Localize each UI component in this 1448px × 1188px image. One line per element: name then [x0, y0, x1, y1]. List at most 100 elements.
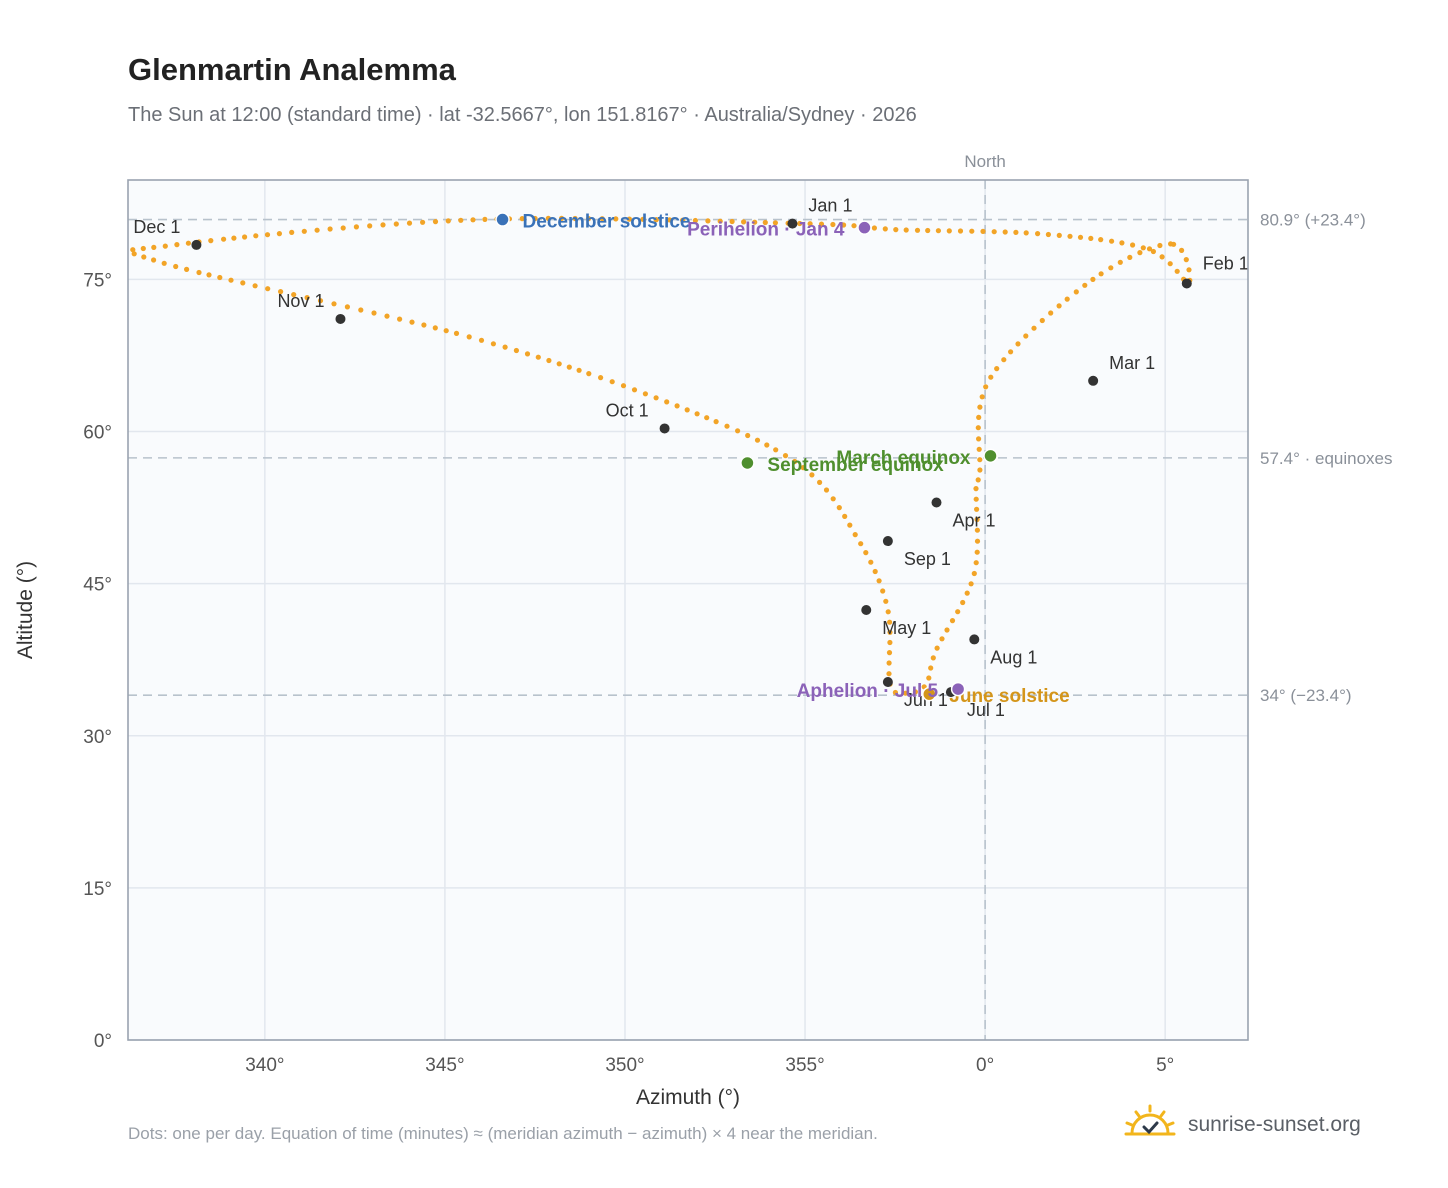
day-dot [735, 428, 741, 434]
day-dot [524, 351, 531, 357]
day-dot [666, 217, 673, 223]
footnote: Dots: one per day. Equation of time (min… [128, 1124, 878, 1143]
day-dot [196, 269, 202, 276]
day-dot [1157, 242, 1163, 249]
day-dot [609, 379, 615, 385]
day-dot [1130, 242, 1136, 248]
day-dot [1127, 254, 1133, 260]
day-dot [973, 486, 979, 492]
day-dot [841, 222, 847, 228]
reference-line-label: 80.9° (+23.4°) [1260, 211, 1366, 230]
month-label: Nov 1 [277, 291, 324, 311]
brand[interactable]: sunrise-sunset.org [1122, 1100, 1361, 1150]
day-dot [586, 371, 592, 377]
month-label: Aug 1 [990, 647, 1037, 667]
day-dot [983, 384, 989, 390]
day-dot [231, 235, 237, 241]
day-dot [974, 506, 980, 512]
day-dot [482, 216, 488, 222]
day-dot [1082, 282, 1088, 288]
day-dot [925, 227, 931, 234]
day-dot [955, 609, 961, 615]
day-dot [432, 219, 439, 225]
day-dot [704, 415, 710, 421]
day-dot [752, 219, 758, 225]
day-dot [519, 216, 525, 222]
day-dot [1015, 341, 1021, 347]
y-axis-label: Altitude (°) [14, 561, 37, 659]
day-dot [1167, 261, 1173, 267]
day-dot [809, 472, 815, 478]
chart-subtitle: The Sun at 12:00 (standard time) · lat -… [128, 104, 917, 126]
x-tick-label: 355° [785, 1055, 824, 1076]
day-dot [162, 243, 168, 249]
day-dot [754, 437, 761, 443]
day-dot [206, 272, 212, 278]
day-dot [1013, 229, 1019, 235]
event-marker [740, 455, 755, 471]
day-dot [253, 233, 259, 239]
day-dot [1137, 250, 1143, 256]
day-dot [741, 219, 747, 225]
day-dot [800, 465, 806, 471]
day-dot [278, 289, 284, 295]
day-dot [242, 234, 248, 240]
day-dot [762, 219, 768, 226]
day-dot [1064, 296, 1070, 302]
month-marker [861, 605, 872, 615]
day-dot [858, 541, 864, 547]
day-dot [926, 675, 932, 681]
day-dot [863, 550, 869, 556]
day-dot [973, 560, 979, 566]
day-dot [991, 229, 997, 235]
day-dot [340, 225, 346, 231]
day-dot [876, 578, 882, 584]
plot-frame [127, 179, 1249, 1041]
day-dot [490, 341, 496, 347]
day-dot [969, 228, 975, 234]
x-tick-label: 0° [976, 1055, 994, 1076]
day-dot [1186, 267, 1192, 273]
day-dot [886, 650, 893, 656]
month-marker [1088, 375, 1099, 386]
day-dot [974, 538, 981, 544]
day-dot [903, 227, 909, 233]
day-dot [977, 404, 983, 410]
day-dot [729, 218, 735, 225]
day-dot [988, 374, 994, 380]
day-dot [797, 220, 803, 227]
day-dot [384, 313, 390, 319]
day-dot [546, 357, 552, 364]
x-axis-label: Azimuth (°) [636, 1086, 740, 1109]
day-dot [1098, 271, 1104, 277]
day-dot [912, 689, 919, 695]
day-dot [1117, 259, 1123, 265]
x-tick-label: 340° [245, 1055, 284, 1076]
day-dot [217, 274, 223, 281]
day-dot [880, 588, 886, 594]
day-dot [713, 419, 719, 425]
day-dot [421, 322, 427, 328]
month-label: Jul 1 [967, 700, 1005, 720]
day-dot [968, 581, 974, 587]
day-dot [1023, 333, 1029, 339]
day-dot [977, 467, 983, 473]
month-marker [659, 423, 670, 434]
day-dot [1045, 231, 1051, 238]
day-dot [1171, 241, 1177, 247]
reference-lines: 80.9° (+23.4°) 57.4° · equinoxes 34° (−23.… [128, 211, 1393, 705]
day-dot [358, 307, 364, 313]
day-dot [532, 215, 538, 222]
day-dot [892, 689, 899, 696]
day-dot [883, 598, 889, 604]
day-dot [772, 220, 779, 226]
month-marker [882, 536, 893, 547]
month-label: Dec 1 [133, 217, 180, 237]
day-dot [830, 221, 836, 228]
day-dot [653, 217, 659, 223]
day-dot [976, 446, 982, 452]
day-dot [957, 228, 964, 234]
event-label: December solstice [523, 212, 691, 233]
day-dot [1140, 245, 1146, 251]
